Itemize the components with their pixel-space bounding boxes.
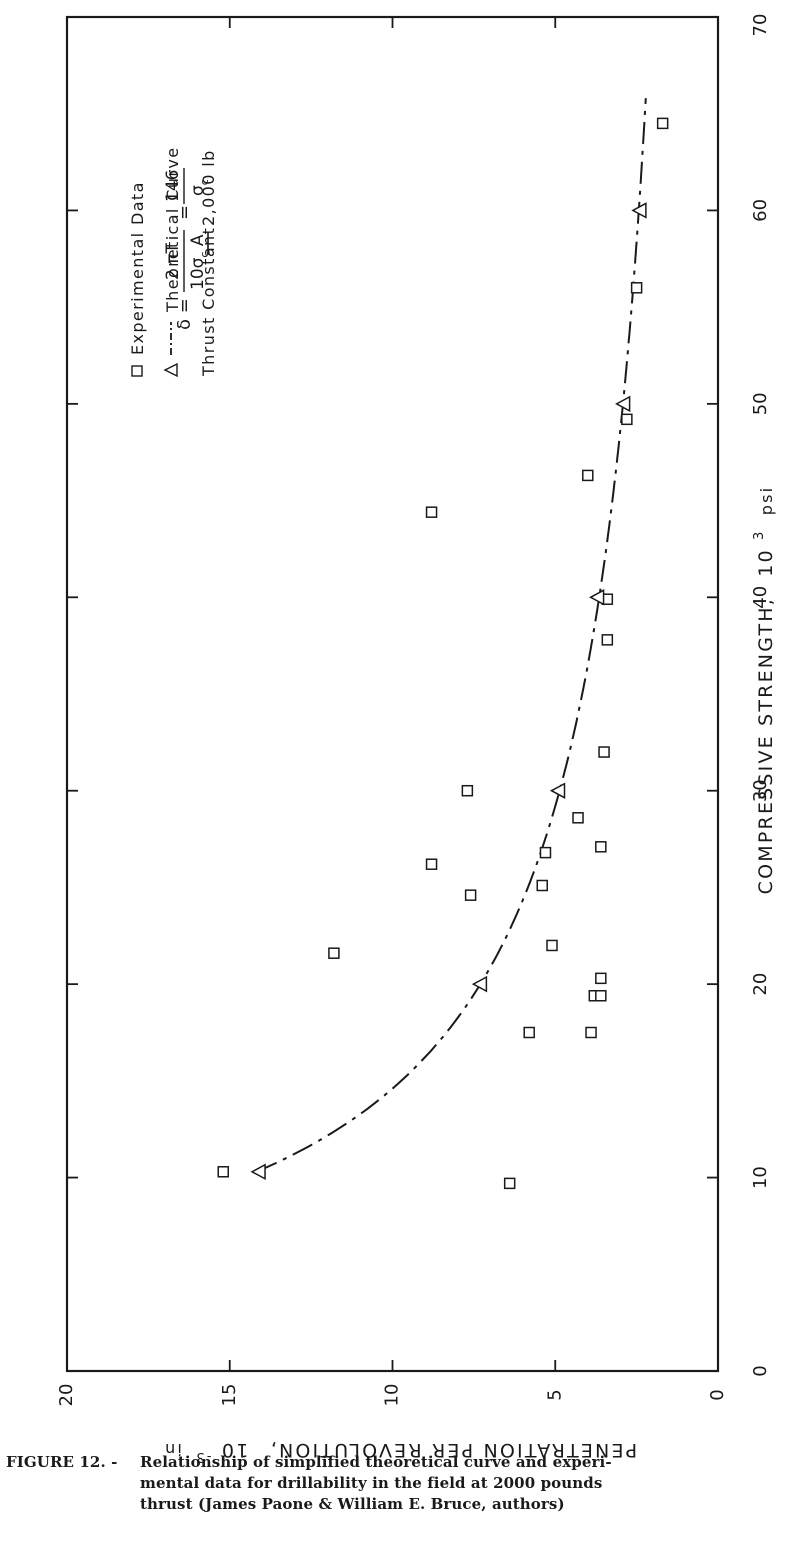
y-tick-label: 5 [544, 1389, 565, 1400]
x-tick-label-group-30: 30 [750, 779, 771, 802]
legend-theoretical-label: Theoretical Curve [163, 147, 182, 313]
legend-thrust-value: 2,000 lb [199, 149, 218, 226]
experimental-point [217, 1166, 229, 1178]
y-tick-label: 0 [707, 1389, 728, 1400]
figure-caption: FIGURE 12. - Relationship of simplified t… [6, 1452, 796, 1515]
x-axis-unit-base: 10 [755, 548, 777, 577]
formula-lhs: δ = [174, 298, 195, 330]
theoretical-point [549, 782, 566, 799]
formula-numerator-2: 146 [163, 170, 183, 202]
x-tick-label: 70 [750, 14, 771, 37]
experimental-point [585, 1026, 597, 1039]
experimental-point [536, 879, 548, 892]
x-tick-label: 10 [750, 1166, 771, 1189]
experimental-point [621, 413, 633, 426]
x-tick-label-group-40: 40 [750, 586, 771, 609]
x-axis-title: COMPRESSIVE STRENGTH, 10 3 psi [746, 486, 777, 895]
formula-denominator-sub: c [198, 252, 211, 258]
y-tick-label-group-0: 0 [707, 1389, 728, 1400]
experimental-point [461, 784, 474, 797]
x-tick-label-group-20: 20 [750, 973, 771, 996]
legend-formula: δ = 2 πT 10σc A = 146 σc [163, 168, 211, 330]
data-marks [217, 117, 669, 1190]
x-tick-label: 40 [750, 586, 771, 609]
y-tick-label-group-10: 10 [382, 1384, 403, 1407]
y-axis-unit-tail: in [163, 1440, 182, 1459]
y-axis-label: PENETRATION PER REVOLUTION, [269, 1439, 638, 1461]
x-tick-label: 30 [750, 779, 771, 802]
legend: Experimental Data Theoretical Curve Thru… [128, 147, 218, 378]
x-tick-label: 0 [750, 1365, 771, 1376]
y-tick-label: 20 [56, 1384, 77, 1407]
y-tick-label: 15 [219, 1384, 240, 1407]
x-tick-label-group-60: 60 [750, 199, 771, 222]
formula-denominator-tail: A [188, 234, 208, 251]
legend-triangle-icon [163, 362, 178, 378]
experimental-point [582, 469, 594, 482]
x-tick-label-group-70: 70 [750, 14, 771, 37]
theoretical-point [615, 395, 631, 413]
x-tick-label-group-10: 10 [750, 1166, 771, 1189]
experimental-point [595, 989, 607, 1002]
y-tick-label-group-5: 5 [544, 1389, 565, 1400]
experimental-point [425, 858, 438, 870]
tick-labels: 0 10 20 30 40 50 60 70 0 5 10 15 20 [56, 14, 771, 1407]
experimental-point [598, 746, 610, 758]
x-axis-unit-exp: 3 [752, 529, 767, 539]
experimental-point [572, 812, 584, 824]
x-tick-label: 50 [750, 392, 771, 415]
theoretical-point [631, 202, 647, 219]
svg-text:PENETRATION PER REVOLUTION,: PENETRATION PER REVOLUTION, 10 -3 in [163, 1439, 637, 1470]
tick-marks [67, 17, 718, 1371]
caption-lead: FIGURE 12. - [6, 1453, 118, 1471]
caption-line-1: Relationship of simplified theoretical c… [140, 1453, 612, 1471]
formula-numerator: 2 πT [163, 243, 183, 280]
experimental-point [425, 506, 438, 518]
x-axis-label: COMPRESSIVE STRENGTH, [755, 597, 777, 894]
x-axis-unit-tail: psi [757, 486, 776, 516]
experimental-point [601, 634, 614, 646]
y-tick-label-group-15: 15 [219, 1384, 240, 1407]
svg-text:COMPRESSIVE STRENGTH, 10: COMPRESSIVE STRENGTH, 10 3 psi [746, 486, 777, 895]
theoretical-curve-line [256, 98, 647, 1173]
experimental-point [523, 1026, 535, 1039]
x-tick-label: 20 [750, 973, 771, 996]
experimental-point [595, 972, 607, 985]
theoretical-point [250, 1163, 266, 1181]
experimental-point [464, 889, 477, 901]
legend-thrust-label: Thrust Constant [199, 227, 218, 377]
formula-denominator: 10σ [188, 257, 208, 290]
y-axis-title: PENETRATION PER REVOLUTION, 10 -3 in [163, 1439, 637, 1470]
experimental-point [546, 939, 558, 952]
caption-line-2: mental data for drillability in the fiel… [140, 1474, 603, 1492]
svg-text:σc: σc [188, 179, 211, 196]
legend-square-icon [131, 365, 143, 377]
experimental-point [630, 282, 643, 294]
experimental-point [539, 846, 552, 859]
formula-equals: = [174, 205, 195, 220]
x-tick-label: 60 [750, 199, 771, 222]
theoretical-point [471, 975, 488, 993]
theoretical-point [588, 589, 605, 606]
theoretical-curve [256, 98, 647, 1173]
experimental-point [656, 117, 669, 130]
formula-denominator-2-sub: c [198, 179, 211, 185]
svg-text:10σc A: 10σc A [188, 234, 211, 290]
experimental-point [503, 1177, 516, 1190]
caption-line-3: thrust (James Paone & William E. Bruce, … [140, 1495, 565, 1513]
y-axis-unit-exp: -3 [194, 1449, 211, 1464]
x-tick-label-group-50: 50 [750, 392, 771, 415]
experimental-point [595, 841, 607, 853]
y-tick-label: 10 [382, 1384, 403, 1407]
formula-denominator-2: σ [188, 185, 208, 196]
legend-experimental-label: Experimental Data [128, 181, 147, 355]
y-tick-label-group-20: 20 [56, 1384, 77, 1407]
experimental-point [328, 947, 340, 959]
x-tick-label-group-0: 0 [750, 1365, 771, 1376]
y-axis-unit-base: 10 [220, 1439, 249, 1461]
